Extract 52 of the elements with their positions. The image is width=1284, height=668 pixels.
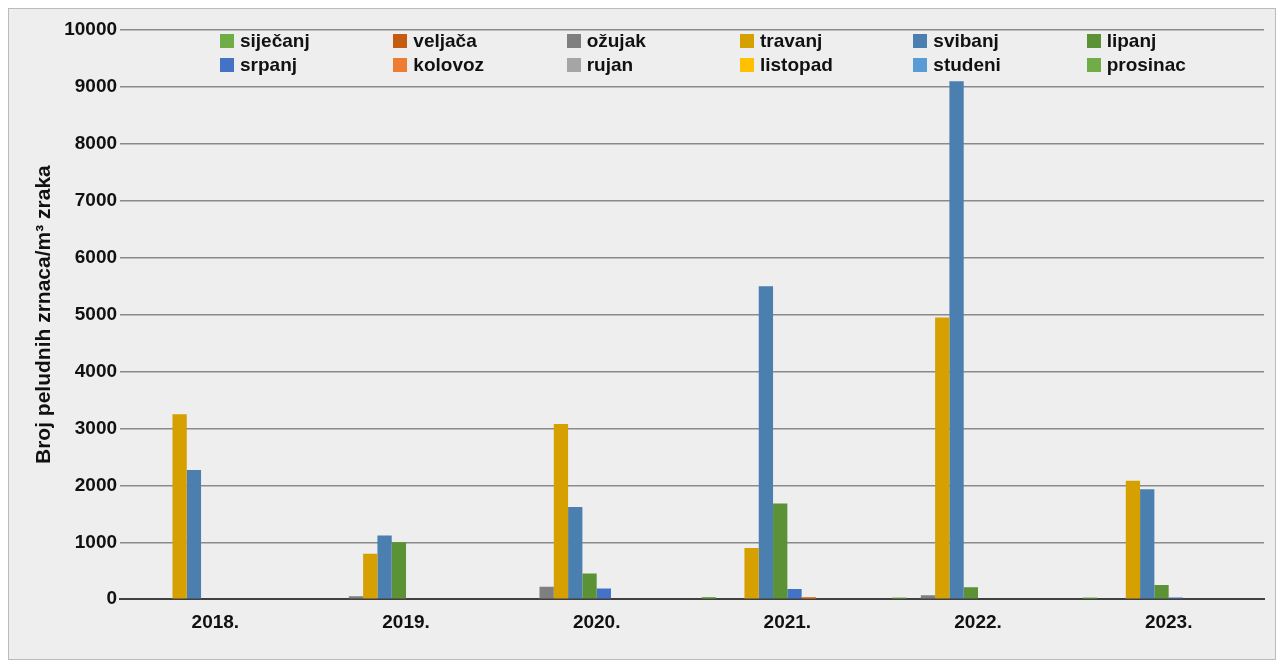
bar xyxy=(1140,489,1155,599)
bar xyxy=(377,535,392,599)
y-axis-title: Broj peludnih zrnaca/m³ zraka xyxy=(31,164,55,464)
legend-label: travanj xyxy=(759,30,823,52)
x-tick-label: 2022. xyxy=(954,610,1002,632)
bar xyxy=(539,586,554,599)
bar xyxy=(963,587,979,599)
bar xyxy=(172,414,187,599)
bar xyxy=(363,553,378,599)
y-tick-label: 9000 xyxy=(74,75,118,97)
bar xyxy=(582,573,597,599)
bar xyxy=(348,596,364,599)
legend-label: rujan xyxy=(586,54,634,76)
y-tick-label: 4000 xyxy=(74,359,118,381)
y-tick-label: 10000 xyxy=(64,18,118,40)
y-tick-label: 6000 xyxy=(74,245,118,267)
legend-label: veljača xyxy=(413,30,477,52)
x-tick-label: 2018. xyxy=(191,610,240,632)
bar xyxy=(935,317,950,599)
legend-label: svibanj xyxy=(933,30,999,52)
x-tick-label: 2019. xyxy=(382,610,430,632)
legend-label: kolovoz xyxy=(413,54,485,76)
bar xyxy=(744,547,759,599)
bar xyxy=(949,81,964,599)
y-tick-label: 2000 xyxy=(74,473,118,495)
bar xyxy=(758,286,774,599)
bar xyxy=(391,542,407,599)
bar xyxy=(186,469,202,599)
y-tick-label: 7000 xyxy=(74,188,118,210)
bar xyxy=(553,423,569,599)
legend-label: listopad xyxy=(759,54,833,76)
y-tick-label: 8000 xyxy=(74,132,118,154)
x-tick-label: 2020. xyxy=(572,610,621,632)
bar xyxy=(1125,480,1141,599)
bar xyxy=(773,503,788,599)
legend-label: lipanj xyxy=(1106,30,1157,52)
legend-label: ožujak xyxy=(586,30,646,52)
bar xyxy=(596,588,611,599)
bar xyxy=(920,595,936,599)
y-tick-label: 3000 xyxy=(74,416,118,438)
y-tick-label: 5000 xyxy=(74,302,118,324)
bar xyxy=(1154,584,1169,599)
x-tick-label: 2021. xyxy=(763,610,812,632)
bar xyxy=(787,588,802,599)
legend-label: srpanj xyxy=(240,54,298,76)
legend-label: siječanj xyxy=(240,30,310,52)
y-tick-label: 1000 xyxy=(74,530,118,552)
x-tick-label: 2023. xyxy=(1144,610,1193,632)
y-tick-label: 0 xyxy=(106,587,118,609)
legend-label: prosinac xyxy=(1106,54,1186,76)
legend-label: studeni xyxy=(933,54,1001,76)
bar xyxy=(568,506,583,599)
